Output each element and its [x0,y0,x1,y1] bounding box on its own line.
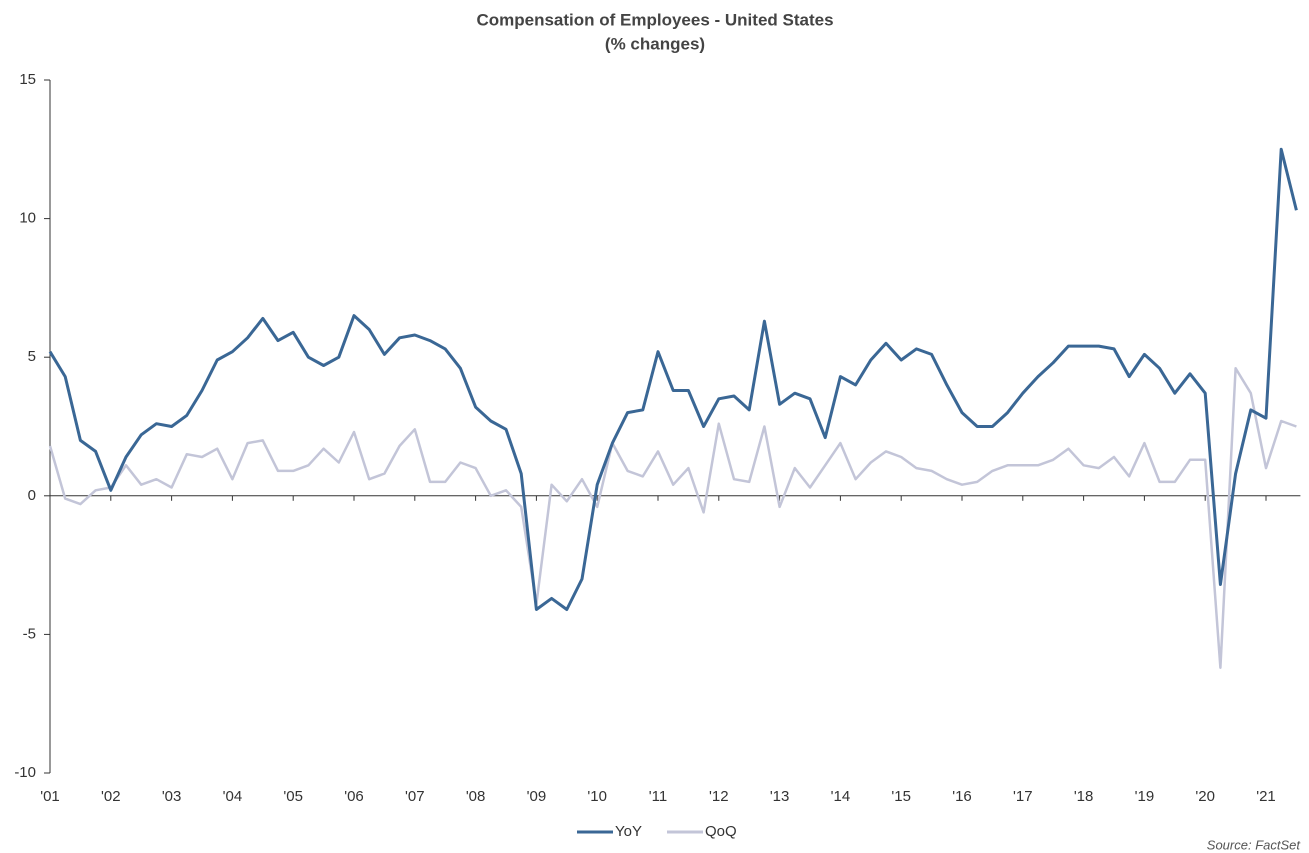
source-note: Source: FactSet [1207,837,1302,852]
x-tick-label: '21 [1256,788,1276,805]
y-tick-label: 10 [19,210,36,227]
x-tick-label: '09 [527,788,547,805]
x-tick-label: '02 [101,788,121,805]
x-tick-label: '04 [223,788,243,805]
x-tick-label: '13 [770,788,790,805]
x-tick-label: '12 [709,788,729,805]
x-tick-label: '15 [891,788,911,805]
x-tick-label: '14 [831,788,851,805]
series-line [48,147,1298,611]
x-tick-label: '01 [40,788,60,805]
y-tick-label: 5 [28,348,36,365]
chart-subtitle: (% changes) [605,34,705,53]
x-tick-label: '11 [649,788,667,805]
x-tick-label: '07 [405,788,425,805]
legend-label: YoY [615,823,642,840]
chart-title: Compensation of Employees - United State… [476,10,833,29]
x-tick-label: '10 [587,788,607,805]
x-tick-label: '19 [1135,788,1155,805]
x-tick-label: '18 [1074,788,1094,805]
x-tick-label: '16 [952,788,972,805]
series-line [48,367,1297,669]
y-tick-label: 0 [28,487,36,504]
x-tick-label: '20 [1195,788,1215,805]
legend-label: QoQ [705,823,737,840]
x-tick-label: '06 [344,788,364,805]
y-tick-label: -5 [23,625,36,642]
y-tick-label: 15 [19,71,36,88]
x-tick-label: '03 [162,788,182,805]
x-tick-label: '17 [1013,788,1033,805]
x-tick-label: '08 [466,788,486,805]
x-tick-label: '05 [283,788,303,805]
y-tick-label: -10 [14,764,36,781]
